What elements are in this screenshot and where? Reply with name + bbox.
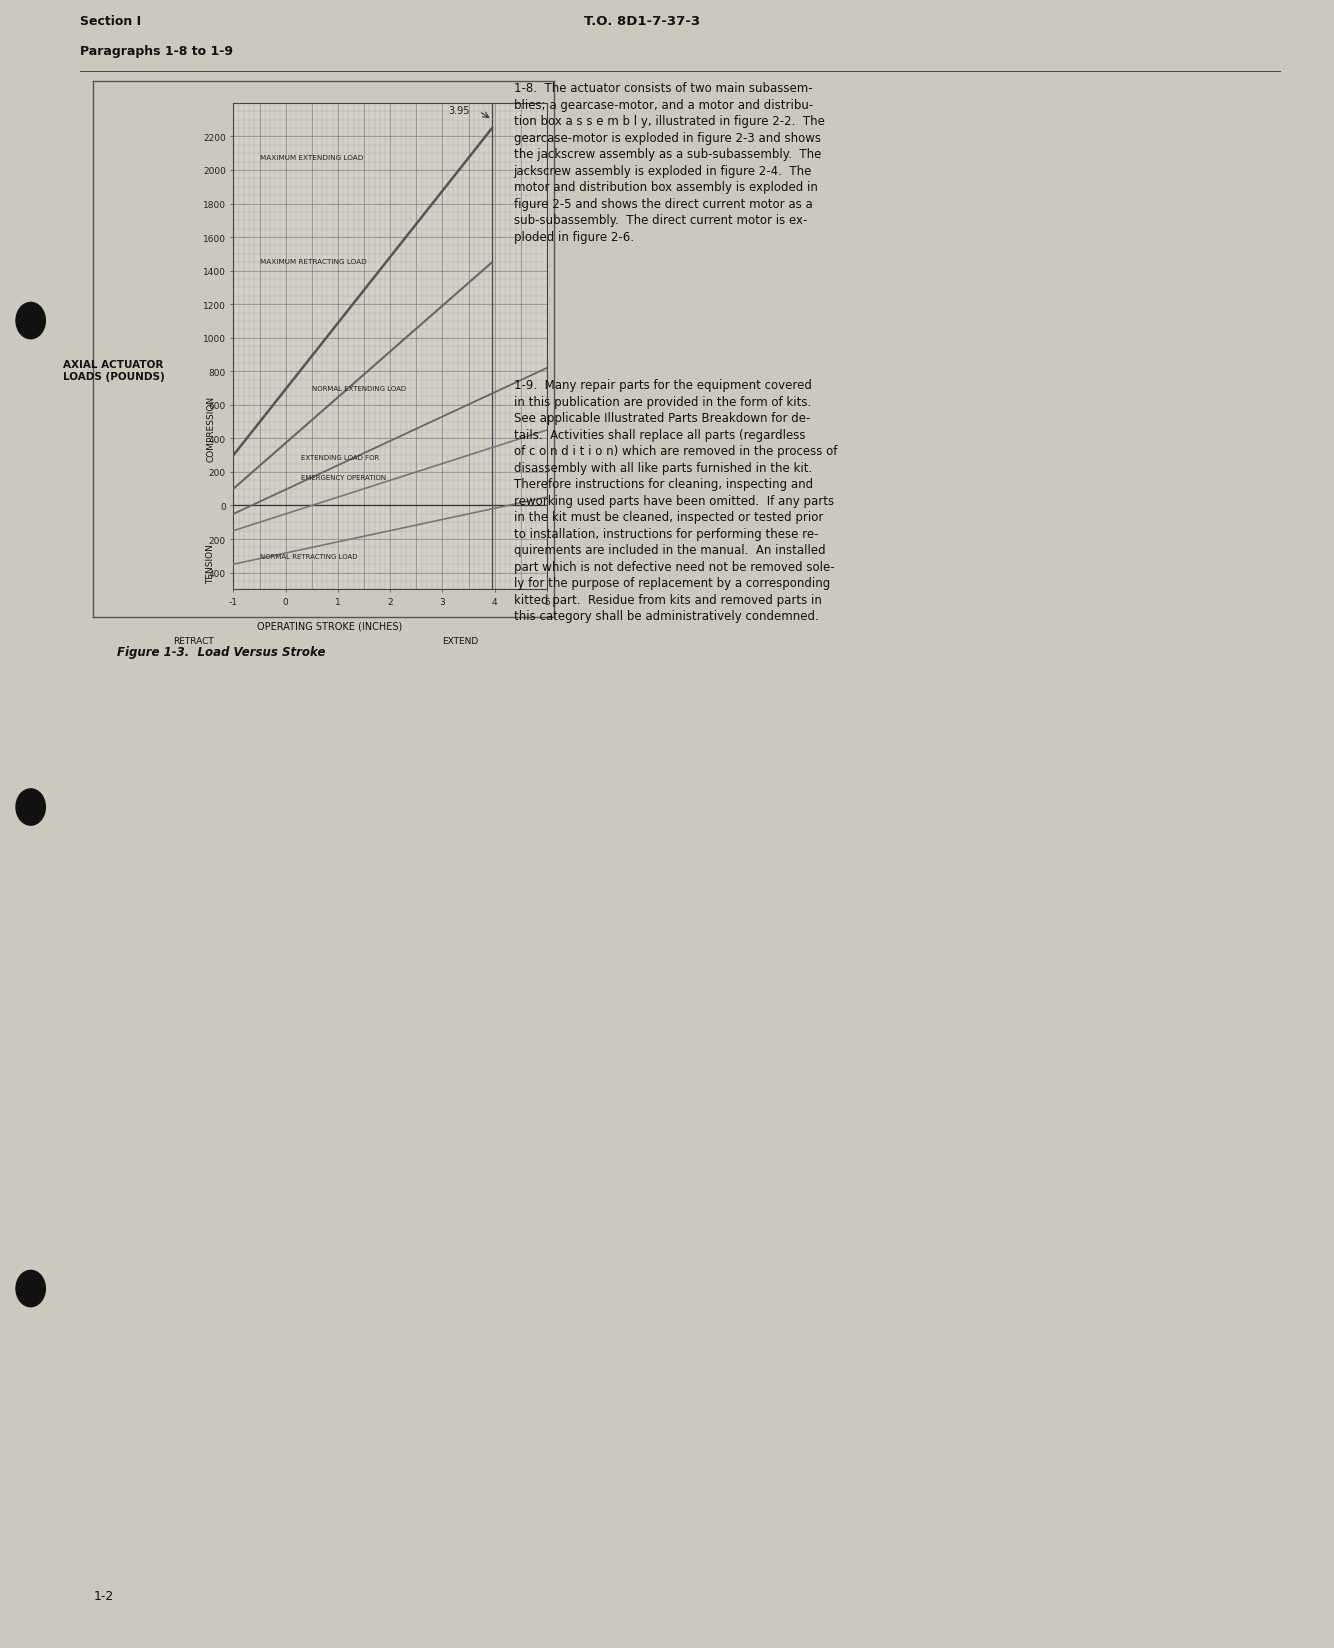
Text: NORMAL EXTENDING LOAD: NORMAL EXTENDING LOAD (312, 386, 406, 392)
Text: MAXIMUM EXTENDING LOAD: MAXIMUM EXTENDING LOAD (260, 155, 363, 160)
Text: OPERATING STROKE (INCHES): OPERATING STROKE (INCHES) (257, 621, 402, 631)
Text: EMERGENCY OPERATION: EMERGENCY OPERATION (301, 475, 387, 481)
Text: 1-8.  The actuator consists of two main subassem-
blies; a gearcase-motor, and a: 1-8. The actuator consists of two main s… (514, 82, 824, 244)
Text: Figure 1-3.  Load Versus Stroke: Figure 1-3. Load Versus Stroke (117, 646, 325, 659)
Text: RETRACT: RETRACT (173, 636, 213, 644)
Text: T.O. 8D1-7-37-3: T.O. 8D1-7-37-3 (584, 15, 700, 28)
Text: Section I: Section I (80, 15, 141, 28)
Text: NORMAL RETRACTING LOAD: NORMAL RETRACTING LOAD (260, 554, 358, 559)
Text: 1-9.  Many repair parts for the equipment covered
in this publication are provid: 1-9. Many repair parts for the equipment… (514, 379, 836, 623)
Text: EXTEND: EXTEND (442, 636, 479, 644)
Text: Paragraphs 1-8 to 1-9: Paragraphs 1-8 to 1-9 (80, 44, 233, 58)
Text: 1-2: 1-2 (93, 1589, 113, 1602)
Text: COMPRESSION: COMPRESSION (207, 396, 215, 461)
Text: 3.95: 3.95 (448, 105, 470, 115)
Text: MAXIMUM RETRACTING LOAD: MAXIMUM RETRACTING LOAD (260, 259, 367, 264)
Text: EXTENDING LOAD FOR: EXTENDING LOAD FOR (301, 455, 380, 460)
Text: TENSION: TENSION (207, 544, 215, 583)
Text: AXIAL ACTUATOR
LOADS (POUNDS): AXIAL ACTUATOR LOADS (POUNDS) (63, 359, 164, 382)
